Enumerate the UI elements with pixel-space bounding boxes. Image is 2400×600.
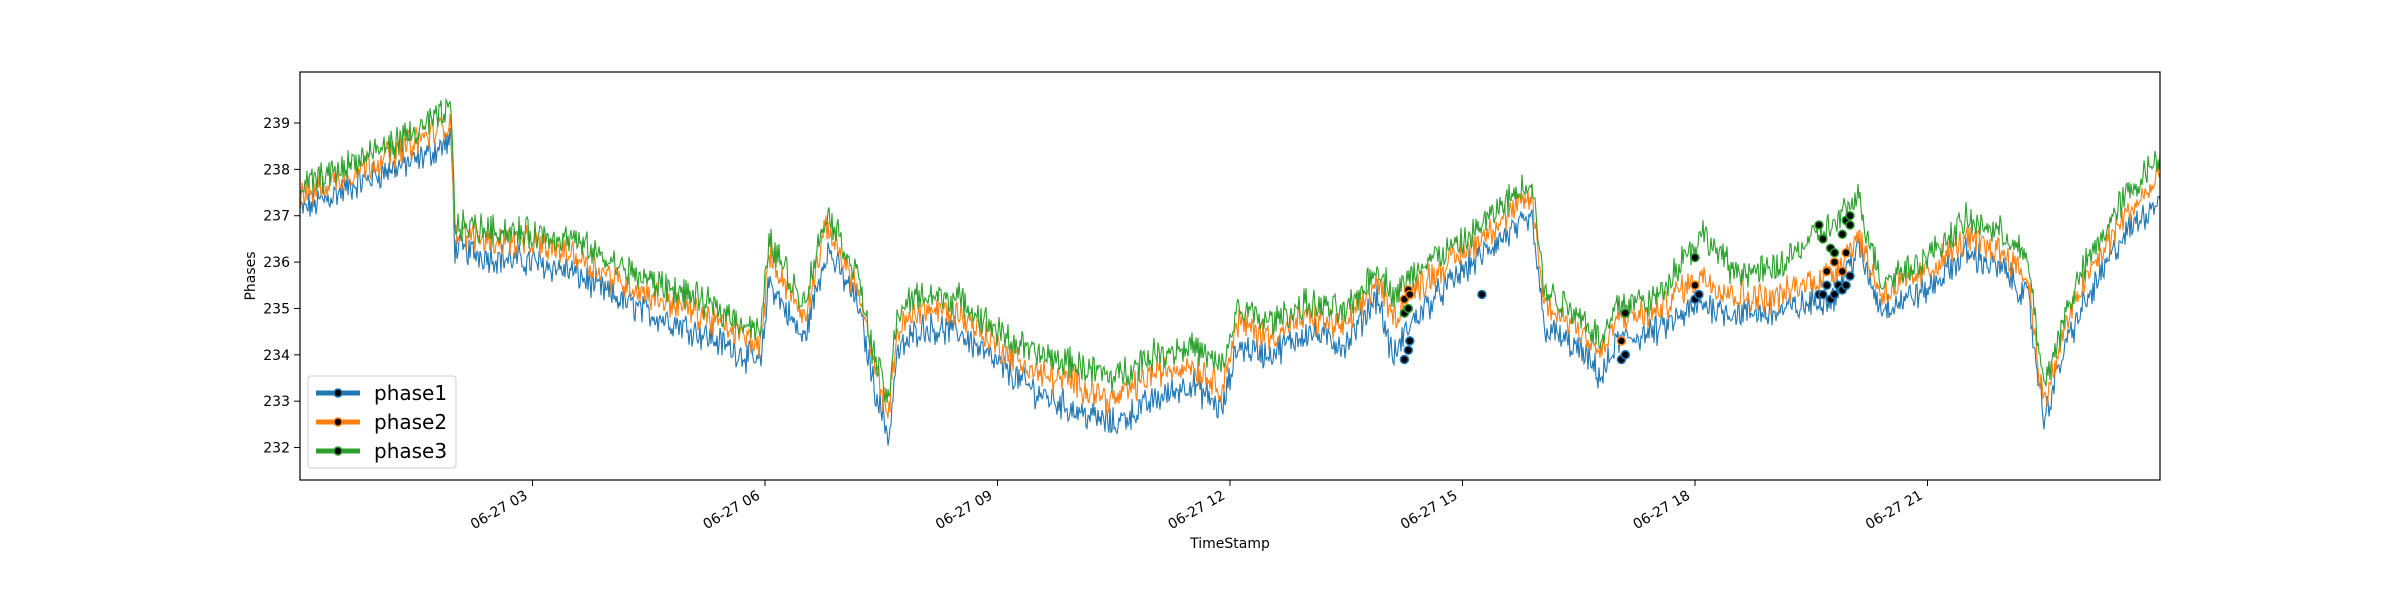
y-tick-label: 232: [263, 441, 290, 457]
data-point-phase1: [1477, 289, 1487, 300]
data-point-phase3: [1818, 234, 1828, 244]
y-tick-label: 236: [263, 255, 290, 271]
x-axis-label: TimeStamp: [1189, 536, 1270, 552]
y-tick-label: 233: [263, 394, 290, 410]
data-point-phase1: [1845, 271, 1855, 281]
data-point-phase1: [1829, 289, 1840, 300]
legend: phase1 phase2 phase3: [307, 375, 457, 469]
data-point-phase2: [1829, 257, 1840, 267]
data-point-phase3: [1690, 252, 1700, 263]
y-axis-label: Phases: [243, 251, 259, 300]
legend-marker-phase1: [333, 388, 343, 398]
y-axis: 232 233 234 235 236 237 238 239: [263, 116, 300, 457]
data-point-phase1: [1822, 280, 1832, 291]
data-point-phase3: [1403, 303, 1414, 314]
y-tick-label: 234: [263, 348, 290, 364]
data-point-phase3: [1837, 229, 1848, 240]
legend-marker-phase2: [333, 417, 343, 427]
data-point-phase1: [1818, 289, 1828, 300]
y-tick-label: 237: [263, 209, 290, 225]
marker-layer: [1399, 210, 1855, 365]
data-point-phase2: [1841, 248, 1851, 258]
data-point-phase1: [1694, 289, 1704, 300]
data-point-phase2: [1822, 266, 1832, 277]
data-point-phase1: [1620, 350, 1631, 360]
data-point-phase2: [1616, 336, 1627, 346]
y-tick-label: 238: [263, 162, 290, 178]
data-point-phase3: [1620, 308, 1631, 318]
data-point-phase1: [1841, 280, 1851, 291]
y-tick-label: 239: [263, 116, 290, 132]
y-tick-label: 235: [263, 301, 290, 317]
data-point-phase2: [1690, 280, 1700, 291]
data-point-phase1: [1403, 345, 1414, 355]
data-point-phase3: [1829, 248, 1840, 258]
legend-label-phase1: phase1: [374, 381, 447, 405]
data-point-phase1: [1399, 354, 1410, 365]
series-line-phase3: [299, 97, 2161, 404]
data-point-phase1: [1405, 336, 1415, 346]
legend-marker-phase3: [333, 446, 343, 456]
data-point-phase3: [1814, 220, 1824, 230]
legend-box: [307, 375, 457, 469]
data-point-phase2: [1405, 289, 1415, 300]
data-point-phase3: [1845, 210, 1855, 221]
data-point-phase2: [1837, 266, 1848, 277]
legend-label-phase3: phase3: [374, 439, 447, 463]
data-point-phase3: [1845, 220, 1855, 230]
series-line-phase2: [299, 113, 2161, 419]
series-layer: [299, 97, 2161, 446]
legend-label-phase2: phase2: [374, 410, 447, 434]
